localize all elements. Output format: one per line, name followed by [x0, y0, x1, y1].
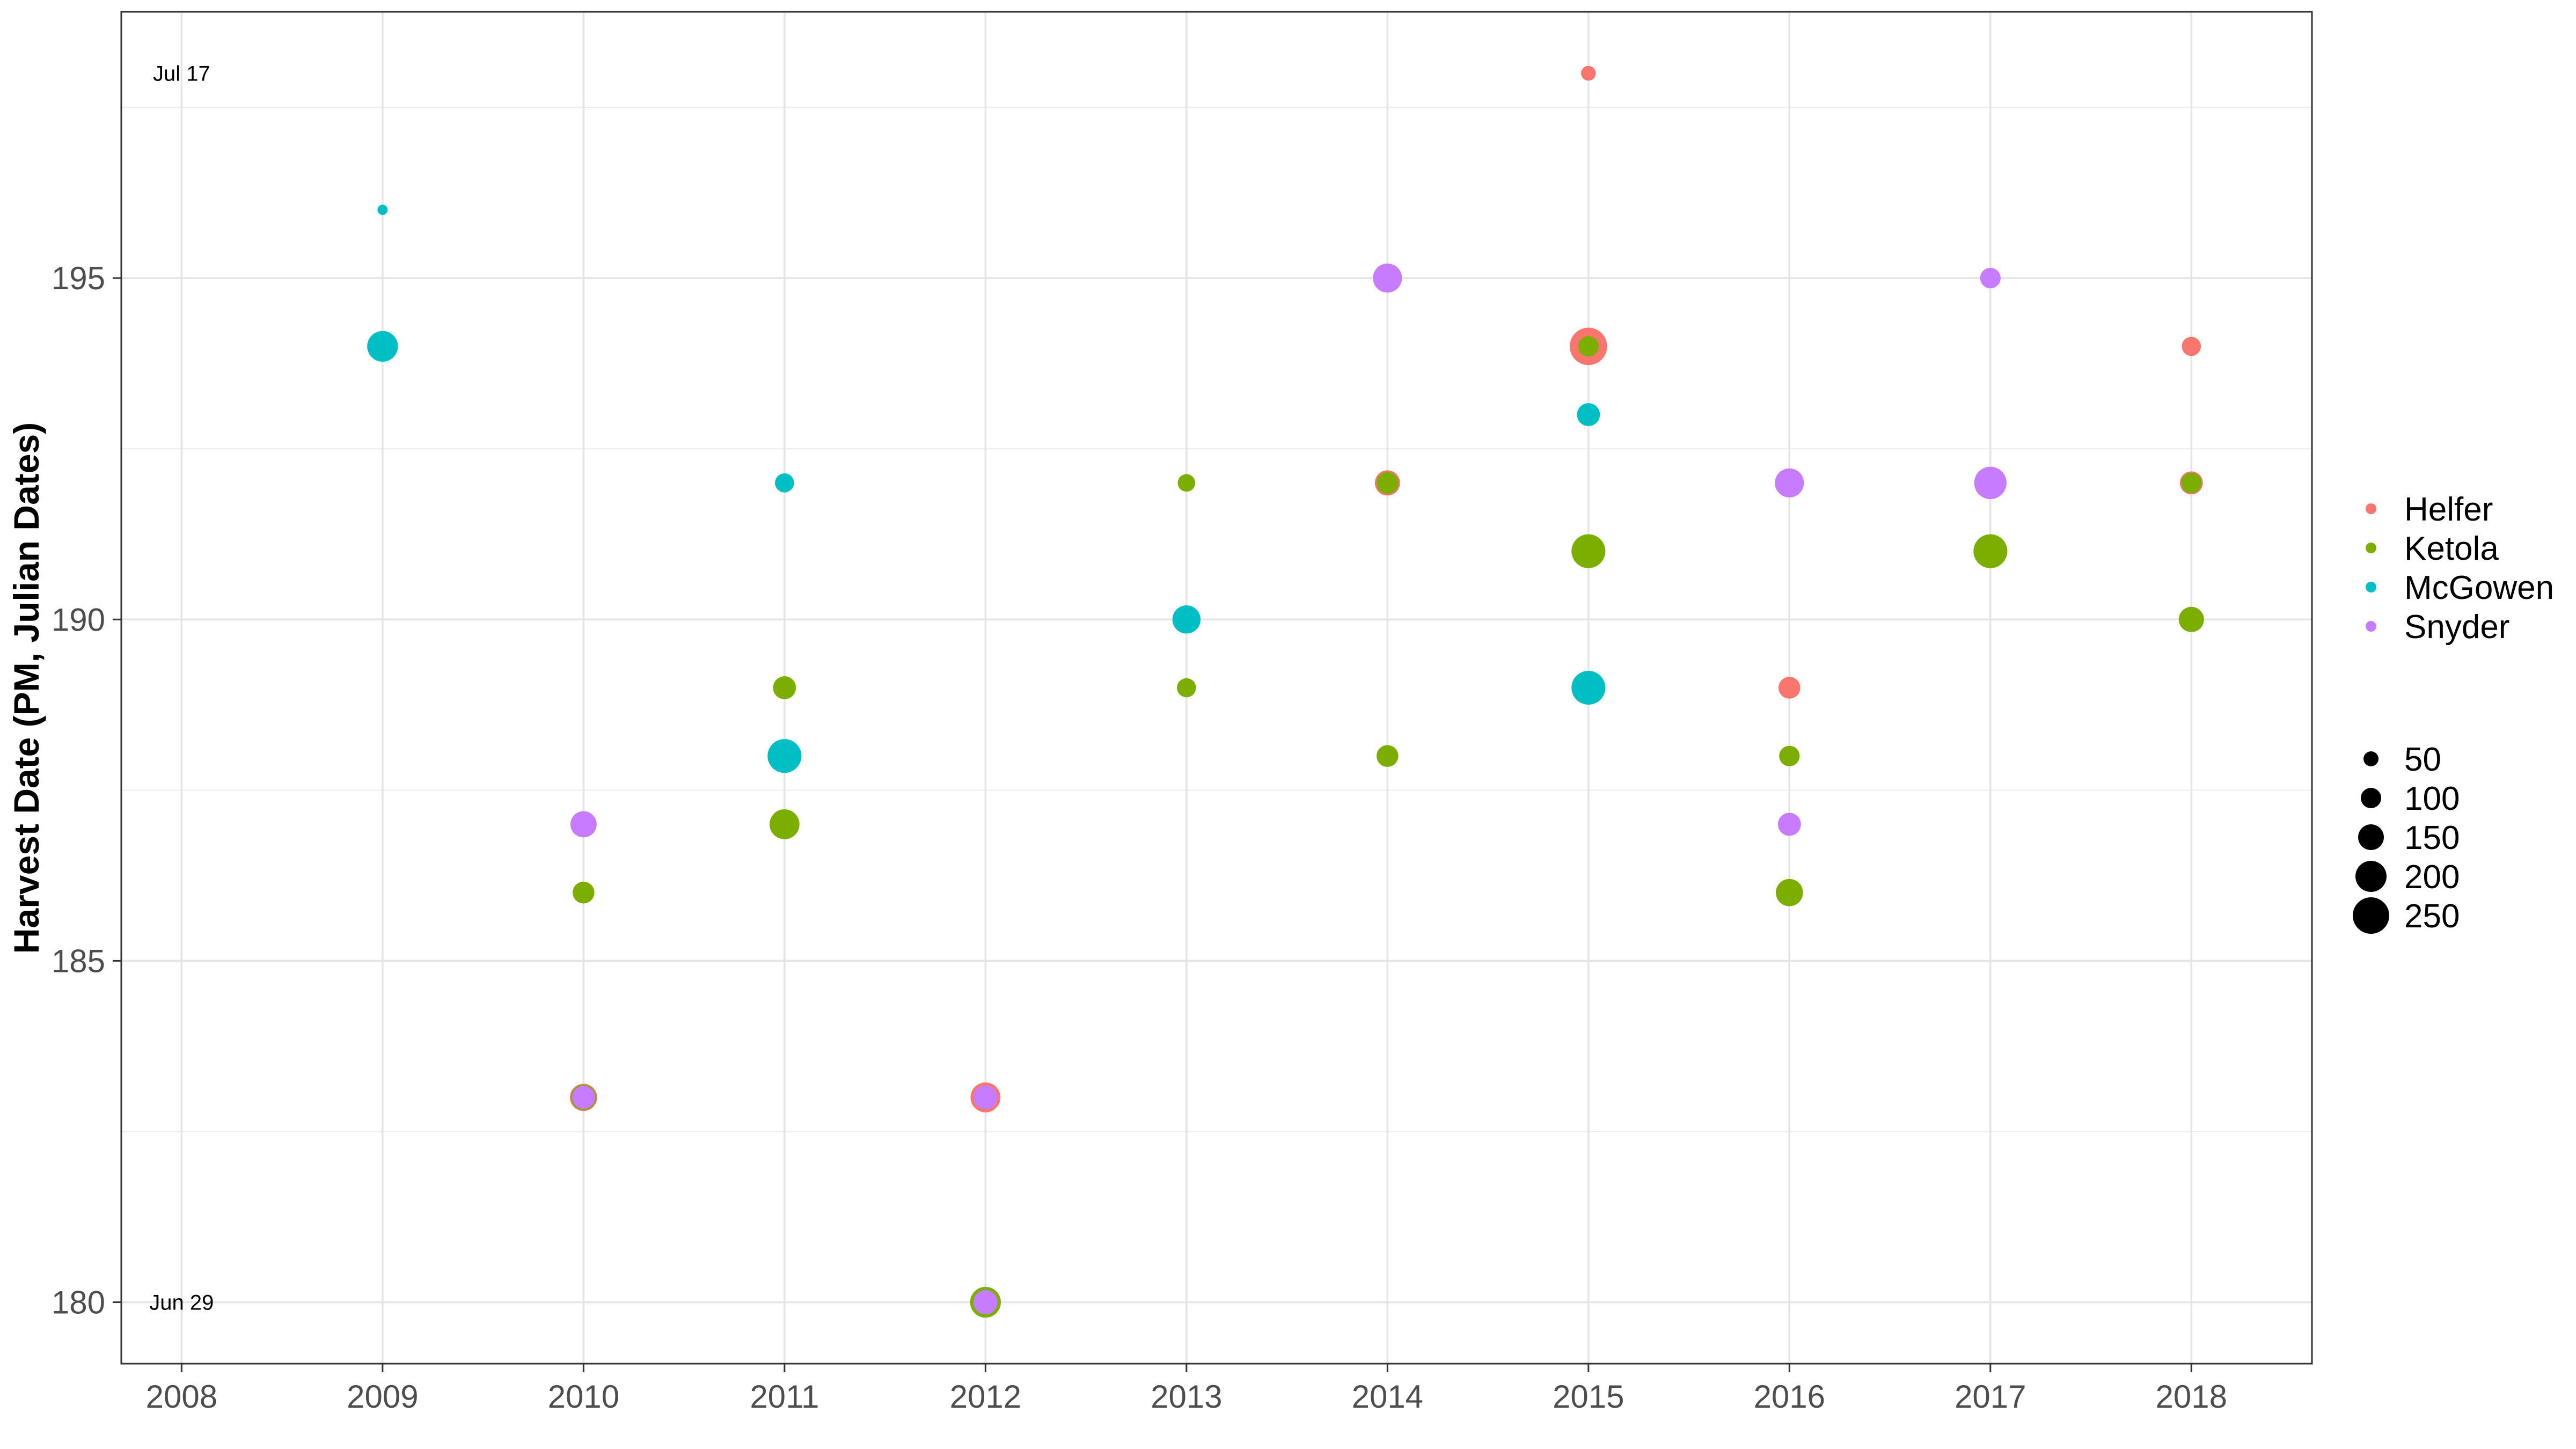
legend-label-mcgowen: McGowen: [2404, 569, 2554, 606]
annotation-label: Jun 29: [149, 1291, 214, 1315]
point-mcgowen: [775, 473, 794, 493]
size-legend-key: [2355, 861, 2387, 892]
legend-label-snyder: Snyder: [2404, 609, 2509, 646]
point-ketola: [773, 676, 796, 699]
point-helfer: [1581, 65, 1596, 81]
point-ketola: [1571, 534, 1606, 568]
point-mcgowen: [377, 204, 388, 215]
point-helfer: [2182, 336, 2201, 356]
y-tick-label: 180: [52, 1285, 105, 1321]
point-snyder: [1974, 466, 2007, 499]
point-snyder: [973, 1290, 998, 1314]
point-ketola: [1779, 745, 1800, 766]
legend-label-ketola: Ketola: [2404, 530, 2499, 567]
point-ketola: [1177, 678, 1196, 698]
point-snyder: [1373, 264, 1402, 293]
point-ketola: [1578, 336, 1599, 357]
size-legend-label: 50: [2404, 741, 2441, 778]
annotations-layer: Jul 17 Jun 29: [149, 62, 214, 1315]
size-legend-label: 100: [2404, 780, 2460, 817]
size-legend-label: 250: [2404, 898, 2460, 935]
grid-layer: [121, 12, 2312, 1364]
x-tick-label: 2016: [1754, 1379, 1825, 1415]
size-legend-key: [2361, 788, 2381, 808]
point-mcgowen: [1172, 605, 1201, 634]
point-ketola: [2181, 472, 2202, 493]
point-snyder: [570, 811, 597, 838]
point-helfer: [1778, 677, 1801, 699]
x-tick-label: 2018: [2156, 1379, 2227, 1415]
point-ketola: [1377, 472, 1399, 494]
legend-key-helfer: [2366, 503, 2376, 514]
point-snyder: [1775, 468, 1804, 497]
x-tick-label: 2011: [750, 1379, 819, 1415]
point-snyder: [1777, 813, 1801, 836]
point-snyder: [973, 1085, 998, 1110]
size-legend-label: 150: [2404, 819, 2460, 857]
x-tick-label: 2013: [1151, 1379, 1222, 1415]
size-legend-key: [2363, 751, 2379, 766]
annotation-label: Jul 17: [153, 62, 210, 86]
size-legend-key: [2353, 897, 2389, 934]
legend-label-helfer: Helfer: [2404, 491, 2493, 528]
x-tick-label: 2008: [146, 1379, 217, 1415]
points-layer: [367, 65, 2204, 1318]
x-tick-label: 2009: [347, 1379, 418, 1415]
legend-key-ketola: [2366, 543, 2376, 553]
point-ketola: [1177, 474, 1196, 492]
point-ketola: [573, 881, 595, 904]
point-ketola: [1973, 534, 2008, 568]
point-snyder: [1980, 268, 2001, 289]
point-ketola: [1775, 879, 1803, 906]
ticks-layer: 2008 2009 2010 2011 2012 2013 2014 2015 2016 2017…: [52, 260, 2227, 1415]
y-axis-title: Harvest Date (PM, Julian Dates): [6, 422, 46, 954]
legend-key-snyder: [2366, 621, 2376, 632]
size-legend-key: [2358, 824, 2384, 850]
point-ketola: [769, 809, 800, 839]
size-legend-label: 200: [2404, 859, 2460, 896]
point-mcgowen: [1571, 670, 1606, 705]
legend-key-mcgowen: [2366, 582, 2376, 592]
point-mcgowen: [1577, 403, 1600, 427]
y-tick-label: 185: [52, 943, 105, 979]
point-mcgowen: [367, 331, 398, 362]
x-tick-label: 2012: [950, 1379, 1021, 1415]
point-mcgowen: [767, 739, 802, 773]
point-ketola: [2178, 606, 2204, 632]
y-tick-label: 190: [52, 602, 105, 638]
point-snyder: [572, 1086, 595, 1109]
plot-panel-border: [120, 11, 2313, 1365]
y-tick-label: 195: [52, 260, 105, 296]
point-ketola: [1377, 745, 1399, 767]
x-tick-label: 2015: [1553, 1379, 1624, 1415]
x-tick-label: 2010: [548, 1379, 619, 1415]
x-tick-label: 2017: [1955, 1379, 2026, 1415]
x-tick-label: 2014: [1352, 1379, 1423, 1415]
